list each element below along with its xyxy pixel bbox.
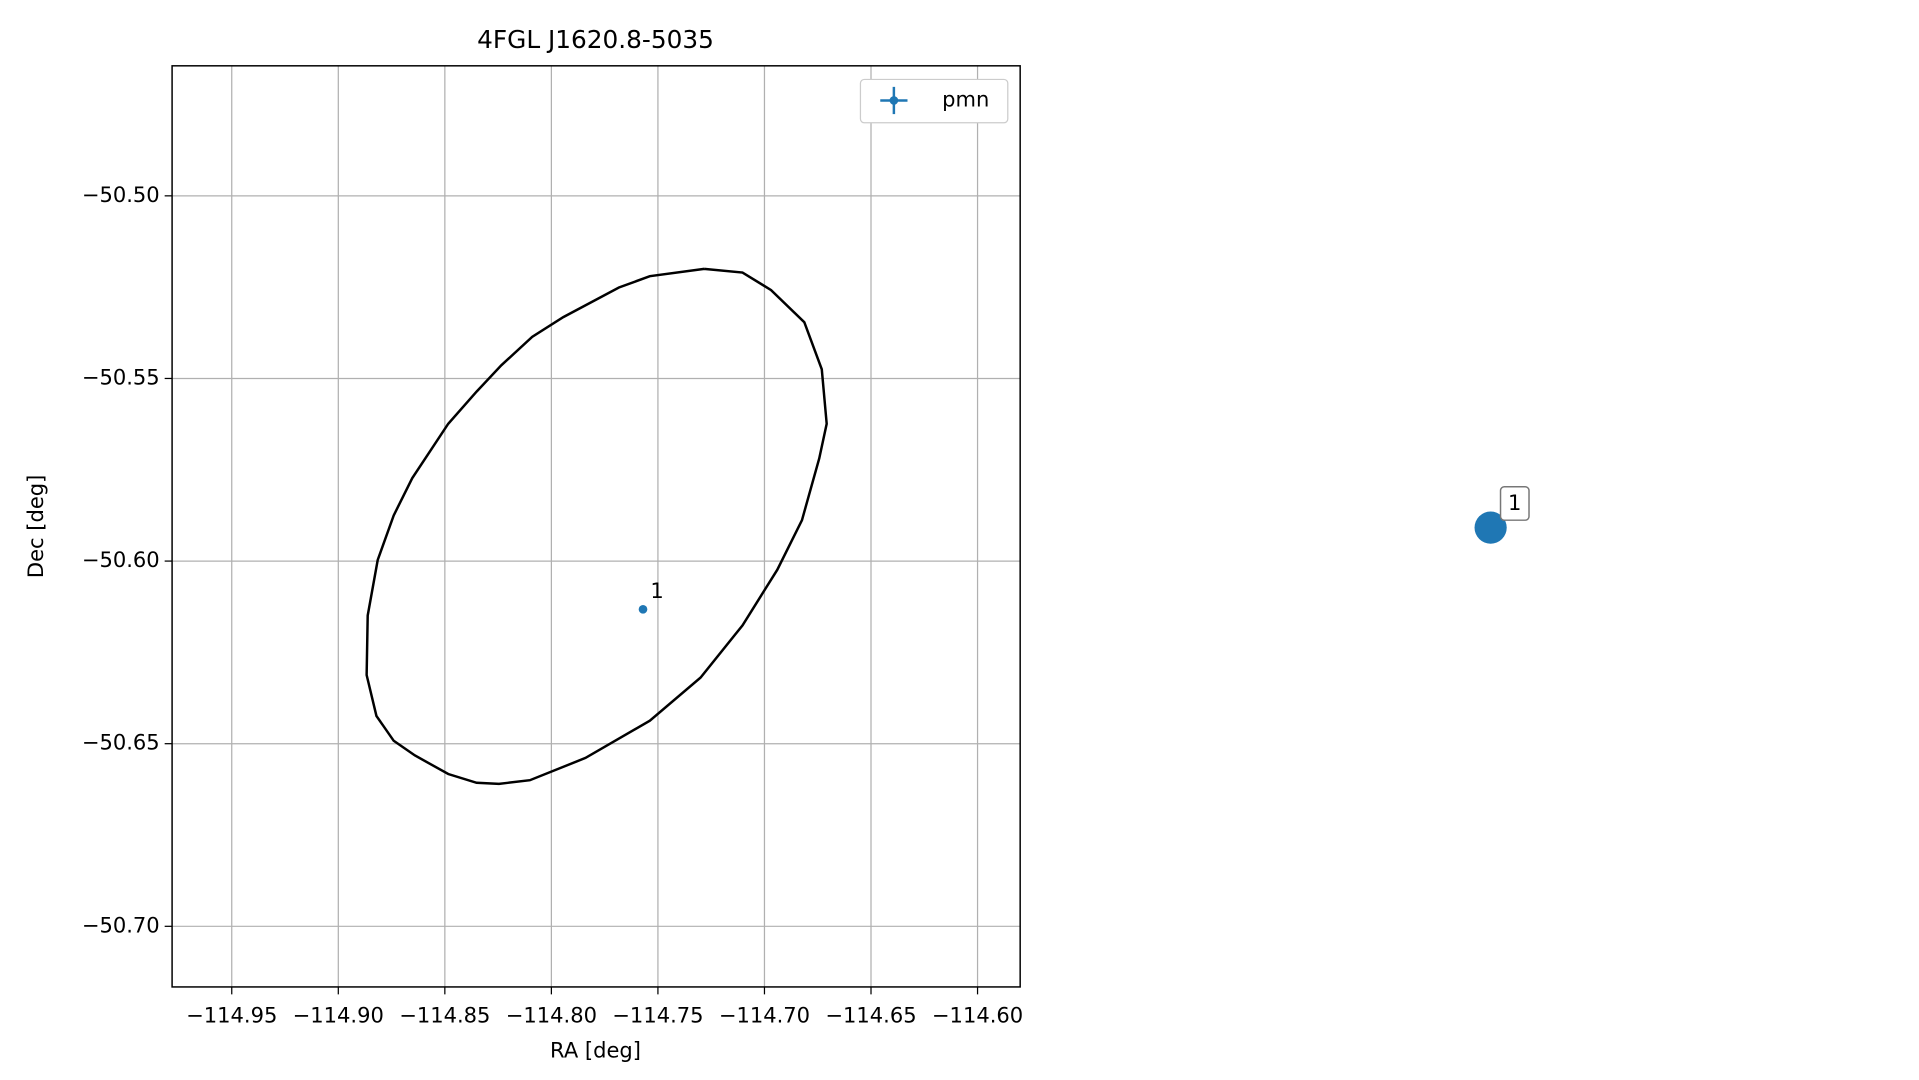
y-tick-label: −50.55: [82, 364, 160, 389]
y-tick-label: −50.50: [82, 182, 160, 207]
x-tick-label: −114.75: [612, 1003, 703, 1028]
plot-frame: [171, 65, 1021, 988]
x-tick-label: −114.90: [293, 1003, 384, 1028]
legend-label: pmn: [942, 86, 989, 111]
y-tick-label: −50.70: [82, 912, 160, 937]
side-point: [1474, 511, 1507, 544]
chart-title: 4FGL J1620.8-5035: [477, 25, 714, 54]
annotation-box: [1499, 486, 1530, 521]
y-axis-label: Dec [deg]: [23, 475, 48, 578]
annotation-label: 1: [1508, 490, 1521, 515]
x-tick-label: −114.85: [399, 1003, 490, 1028]
legend-box: [859, 78, 1009, 124]
x-tick-label: −114.95: [186, 1003, 277, 1028]
x-tick-label: −114.60: [932, 1003, 1023, 1028]
y-tick-label: −50.60: [82, 547, 160, 572]
contour-line: [365, 267, 828, 786]
point-label: 1: [650, 578, 663, 603]
x-axis-label: RA [deg]: [550, 1037, 641, 1062]
legend-marker: [889, 96, 899, 105]
x-tick-label: −114.80: [506, 1003, 597, 1028]
x-tick-label: −114.65: [825, 1003, 916, 1028]
y-tick-label: −50.65: [82, 730, 160, 755]
x-tick-label: −114.70: [719, 1003, 810, 1028]
side-panel: 1: [1474, 486, 1530, 544]
data-point: [638, 604, 648, 614]
